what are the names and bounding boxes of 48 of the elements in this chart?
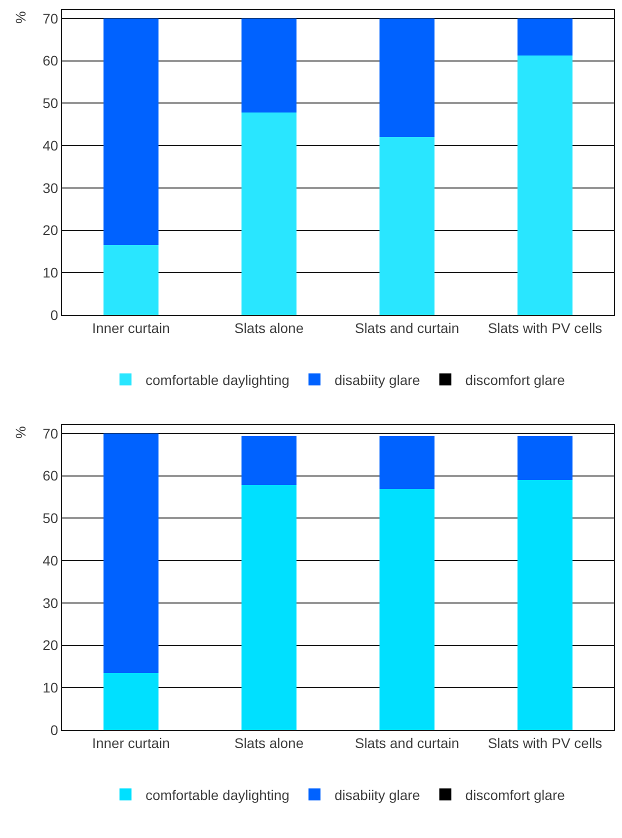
x-tick-label: Slats with PV cells xyxy=(488,320,602,336)
y-tick-label: 70 xyxy=(42,10,58,26)
y-tick-label: 70 xyxy=(42,425,58,442)
y-tick-label: 40 xyxy=(42,552,58,568)
bar xyxy=(241,112,297,315)
y-tick-label: 60 xyxy=(42,52,58,69)
bar xyxy=(103,18,159,246)
bar xyxy=(379,488,435,730)
bar xyxy=(379,436,435,489)
y-tick-label: 0 xyxy=(50,306,58,323)
legend-label: discomfort glare xyxy=(465,372,566,388)
y-tick-label: 0 xyxy=(50,722,58,738)
y-tick-label: 40 xyxy=(42,137,58,154)
bar xyxy=(241,436,297,486)
y-tick-label: 60 xyxy=(42,468,58,484)
y-axis-title: % xyxy=(12,426,29,439)
bar xyxy=(379,18,435,138)
x-tick-label: Slats alone xyxy=(234,734,304,751)
x-tick-label: Slats and curtain xyxy=(354,320,460,336)
y-tick-label: 20 xyxy=(42,222,58,238)
x-tick-label: Inner curtain xyxy=(92,320,170,336)
bar xyxy=(103,672,159,730)
x-tick-label: Slats and curtain xyxy=(354,734,460,751)
bar xyxy=(241,18,297,113)
legend-label: comfortable daylighting xyxy=(146,786,290,803)
x-tick-label: Slats with PV cells xyxy=(488,734,602,751)
y-axis-title: % xyxy=(12,11,29,24)
legend-label: disabiity glare xyxy=(334,372,420,388)
bar xyxy=(517,436,573,480)
bar xyxy=(103,245,159,315)
bar xyxy=(103,433,159,673)
bar xyxy=(379,137,435,315)
x-tick-label: Slats alone xyxy=(234,320,304,336)
y-tick-label: 50 xyxy=(42,95,58,112)
bar xyxy=(517,18,573,56)
y-tick-label: 10 xyxy=(42,264,58,281)
y-tick-label: 30 xyxy=(42,180,58,196)
bar xyxy=(517,55,573,315)
x-tick-label: Inner curtain xyxy=(92,734,170,751)
legend-label: disabiity glare xyxy=(334,786,420,803)
y-tick-label: 50 xyxy=(42,510,58,526)
legend-label: comfortable daylighting xyxy=(146,372,290,388)
y-tick-label: 20 xyxy=(42,637,58,654)
bar xyxy=(241,485,297,730)
y-tick-label: 30 xyxy=(42,594,58,611)
y-tick-label: 10 xyxy=(42,680,58,696)
bar xyxy=(517,480,573,730)
legend-label: discomfort glare xyxy=(465,786,566,803)
